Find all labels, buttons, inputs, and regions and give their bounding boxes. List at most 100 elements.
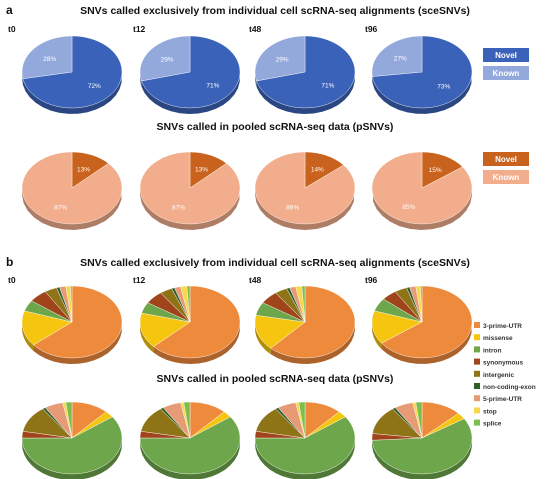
pie-label-p-novel-known-t48-0: 14%: [311, 167, 324, 174]
pie-side-sce-novel-known-t12-0: [141, 75, 240, 114]
legend-b-swatch-1: [474, 334, 480, 341]
pie-sce-consequence-t12: [139, 285, 241, 364]
timepoint-label-a-t48: t48: [249, 24, 262, 34]
pie-p-consequence-t12: [139, 401, 241, 479]
pie-label-sce-novel-known-t96-1: 27%: [394, 56, 407, 63]
pie-slice-p-consequence-t0-splice: [65, 401, 73, 439]
legend-text-a-bottom-1: Known: [493, 173, 520, 182]
pie-p-novel-known-t96: 15% 85%: [371, 151, 473, 230]
pie-slice-sce-novel-known-t48-novel: [256, 35, 356, 109]
pie-slice-p-novel-known-t0-known: [21, 151, 123, 225]
pie-slice-p-consequence-t0-intron: [21, 416, 123, 475]
pie-sce-novel-known-t48: 71% 29%: [254, 35, 356, 114]
panel-label-b: b: [6, 255, 13, 269]
legend-box-a-top-1: [483, 66, 529, 80]
pie-slice-sce-consequence-t96-3-prime-utr: [381, 285, 473, 359]
pie-label-sce-novel-known-t48-1: 29%: [276, 57, 289, 64]
title-b-top: SNVs called exclusively from individual …: [80, 257, 470, 269]
pie-side-p-novel-known-t12-1: [140, 188, 240, 230]
legend-box-a-bottom-0: [483, 152, 529, 166]
legends: Novel Known Novel Known 3-prime-UTR missense i…: [474, 48, 536, 428]
pie-side-sce-consequence-t96-0: [381, 326, 472, 364]
legend-b-label-1: missense: [483, 335, 513, 342]
pie-slice-p-novel-known-t96-known: [371, 151, 473, 225]
pie-side-sce-consequence-t0-0: [33, 325, 122, 364]
legend-text-a-top-1: Known: [493, 69, 520, 78]
pie-slice-sce-consequence-t0-3-prime-utr: [33, 285, 123, 359]
pie-side-sce-novel-known-t0-0: [22, 76, 122, 114]
legend-b-label-4: intergenic: [483, 372, 514, 379]
pie-label-sce-novel-known-t96-0: 73%: [437, 83, 450, 90]
legend-box-a-bottom-1: [483, 170, 529, 184]
legend-a-bottom: Novel Known: [483, 152, 529, 184]
pie-slice-sce-consequence-t48-3-prime-utr: [270, 285, 356, 359]
timepoint-label-a-t0: t0: [8, 24, 16, 34]
pie-slice-sce-novel-known-t12-known: [139, 35, 191, 82]
pie-p-consequence-t48: [254, 401, 356, 479]
legend-b-swatch-7: [474, 407, 480, 414]
pie-label-p-novel-known-t12-0: 13%: [195, 166, 208, 173]
pie-slice-sce-novel-known-t48-known: [254, 35, 306, 82]
legend-b-label-0: 3-prime-UTR: [483, 323, 522, 330]
pie-side-sce-consequence-t48-0: [270, 323, 355, 364]
pie-label-p-novel-known-t96-0: 15%: [429, 167, 442, 174]
pie-side-p-novel-known-t96-1: [373, 189, 472, 230]
pie-slice-sce-consequence-t48-splice: [301, 285, 306, 323]
timepoint-label-a-t12: t12: [133, 24, 146, 34]
pie-label-sce-novel-known-t0-0: 72%: [88, 83, 101, 90]
legend-b-swatch-0: [474, 322, 480, 328]
pie-slice-sce-consequence-t0-missense: [21, 310, 73, 346]
pie-slice-sce-novel-known-t0-novel: [22, 35, 123, 109]
panel-label-a: a: [6, 3, 13, 17]
pie-slice-sce-consequence-t0-splice: [70, 285, 73, 323]
pie-slice-sce-consequence-t12-3-prime-utr: [153, 285, 241, 359]
legend-b-label-3: synonymous: [483, 360, 523, 367]
pie-sce-novel-known-t0: 72% 28%: [21, 35, 123, 114]
pie-p-consequence-t96: [371, 401, 473, 479]
pie-side-sce-consequence-t96-1: [372, 322, 382, 350]
timepoint-label-b-t96: t96: [365, 275, 378, 285]
legend-box-a-top-0: [483, 48, 529, 62]
legend-text-a-top-0: Novel: [495, 51, 517, 60]
pie-label-p-novel-known-t96-1: 85%: [402, 204, 415, 211]
title-a-bottom: SNVs called in pooled scRNA-seq data (pS…: [157, 121, 394, 133]
pie-side-sce-consequence-t48-1: [255, 322, 271, 355]
pie-slice-p-consequence-t96-splice: [415, 401, 423, 439]
pie-slice-p-consequence-t48-splice: [298, 401, 306, 439]
pie-slice-sce-consequence-t12-missense: [139, 312, 191, 347]
legend-b: 3-prime-UTR missense intron synonymous inter…: [474, 322, 536, 428]
legend-b-swatch-4: [474, 370, 480, 377]
pie-p-novel-known-t12: 13% 87%: [139, 151, 241, 230]
legend-a-top: Novel Known: [483, 48, 529, 80]
pie-side-p-novel-known-t0-1: [22, 188, 122, 230]
pie-side-sce-novel-known-t96-0: [372, 76, 472, 114]
pie-p-novel-known-t48: 14% 86%: [254, 151, 356, 230]
title-b-bottom: SNVs called in pooled scRNA-seq data (pS…: [157, 373, 394, 385]
pie-label-p-novel-known-t0-0: 13%: [77, 166, 90, 173]
pie-sce-consequence-t48: [254, 285, 356, 364]
pie-label-sce-novel-known-t0-1: 28%: [43, 56, 56, 63]
pie-slice-sce-novel-known-t0-known: [21, 35, 73, 79]
pie-slice-p-consequence-t48-intron: [254, 416, 356, 475]
pie-sce-consequence-t0: [21, 285, 123, 364]
pie-label-sce-novel-known-t12-1: 29%: [161, 57, 174, 64]
pie-sce-consequence-t96: [371, 285, 473, 364]
pie-label-sce-novel-known-t12-0: 71%: [206, 82, 219, 89]
pie-label-p-novel-known-t48-1: 86%: [286, 204, 299, 211]
title-a-top: SNVs called exclusively from individual …: [80, 5, 470, 17]
pie-slice-sce-consequence-t48-missense: [254, 315, 306, 349]
legend-b-swatch-6: [474, 395, 480, 402]
pie-slice-p-novel-known-t48-known: [254, 151, 356, 225]
pie-slice-sce-novel-known-t96-known: [371, 35, 423, 77]
timepoint-label-a-t96: t96: [365, 24, 378, 34]
pie-slice-sce-consequence-t12-splice: [186, 285, 191, 323]
legend-b-label-5: non-coding-exon: [483, 384, 536, 391]
timepoint-label-b-t12: t12: [133, 275, 146, 285]
pie-label-p-novel-known-t12-1: 87%: [172, 205, 185, 212]
pie-label-p-novel-known-t0-1: 87%: [54, 205, 67, 212]
pie-slice-p-novel-known-t12-known: [139, 151, 241, 225]
pie-charts: 72% 28% 71% 29% 71% 29% 73% 27% 13% 87% 13% 87% 14% 8…: [21, 35, 473, 479]
legend-b-swatch-5: [474, 383, 480, 389]
pie-slice-p-consequence-t12-intron: [139, 416, 241, 475]
